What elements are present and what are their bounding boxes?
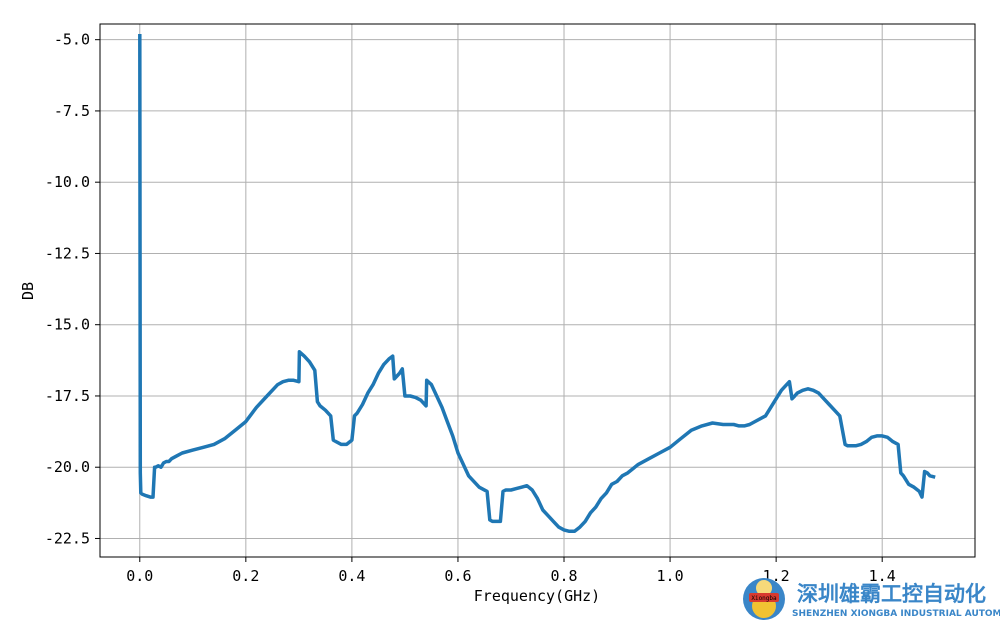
series-layer	[138, 33, 936, 534]
x-tick-label: 1.4	[869, 567, 896, 585]
x-tick-label: 1.0	[657, 567, 684, 585]
y-tick-label: -17.5	[45, 387, 90, 405]
x-axis-ticks: 0.0 0.2 0.4 0.6 0.8 1.0 1.2 1.4	[126, 557, 896, 585]
x-axis-label: Frequency(GHz)	[474, 587, 600, 605]
watermark: Xiongba 深圳雄霸工控自动化 SHENZHEN XIONGBA INDUS…	[743, 578, 1000, 620]
y-tick-label: -5.0	[54, 31, 90, 49]
x-tick-label: 0.2	[232, 567, 259, 585]
y-tick-label: -22.5	[45, 529, 90, 547]
x-tick-label: 0.6	[444, 567, 471, 585]
y-tick-label: -20.0	[45, 458, 90, 476]
y-tick-label: -7.5	[54, 102, 90, 120]
y-tick-label: -15.0	[45, 316, 90, 334]
y-tick-label: -12.5	[45, 244, 90, 262]
x-tick-label: 0.4	[338, 567, 365, 585]
watermark-subtitle: SHENZHEN XIONGBA INDUSTRIAL AUTOMATION	[792, 609, 1000, 619]
watermark-title: 深圳雄霸工控自动化	[797, 582, 986, 606]
x-tick-label: 0.8	[550, 567, 577, 585]
y-tick-label: -10.0	[45, 173, 90, 191]
y-axis-label: DB	[19, 282, 37, 300]
watermark-logo-text: Xiongba	[751, 595, 777, 602]
watermark-logo-badge	[749, 593, 779, 602]
watermark-logo: Xiongba	[743, 578, 785, 620]
watermark-logo-head	[756, 580, 772, 596]
grid	[100, 24, 975, 557]
series-line	[138, 33, 936, 534]
y-axis-ticks: -22.5 -20.0 -17.5 -15.0 -12.5 -10.0 -7.5 -5.0	[45, 31, 100, 547]
plot-frame	[99, 23, 976, 558]
x-tick-label: 0.0	[126, 567, 153, 585]
